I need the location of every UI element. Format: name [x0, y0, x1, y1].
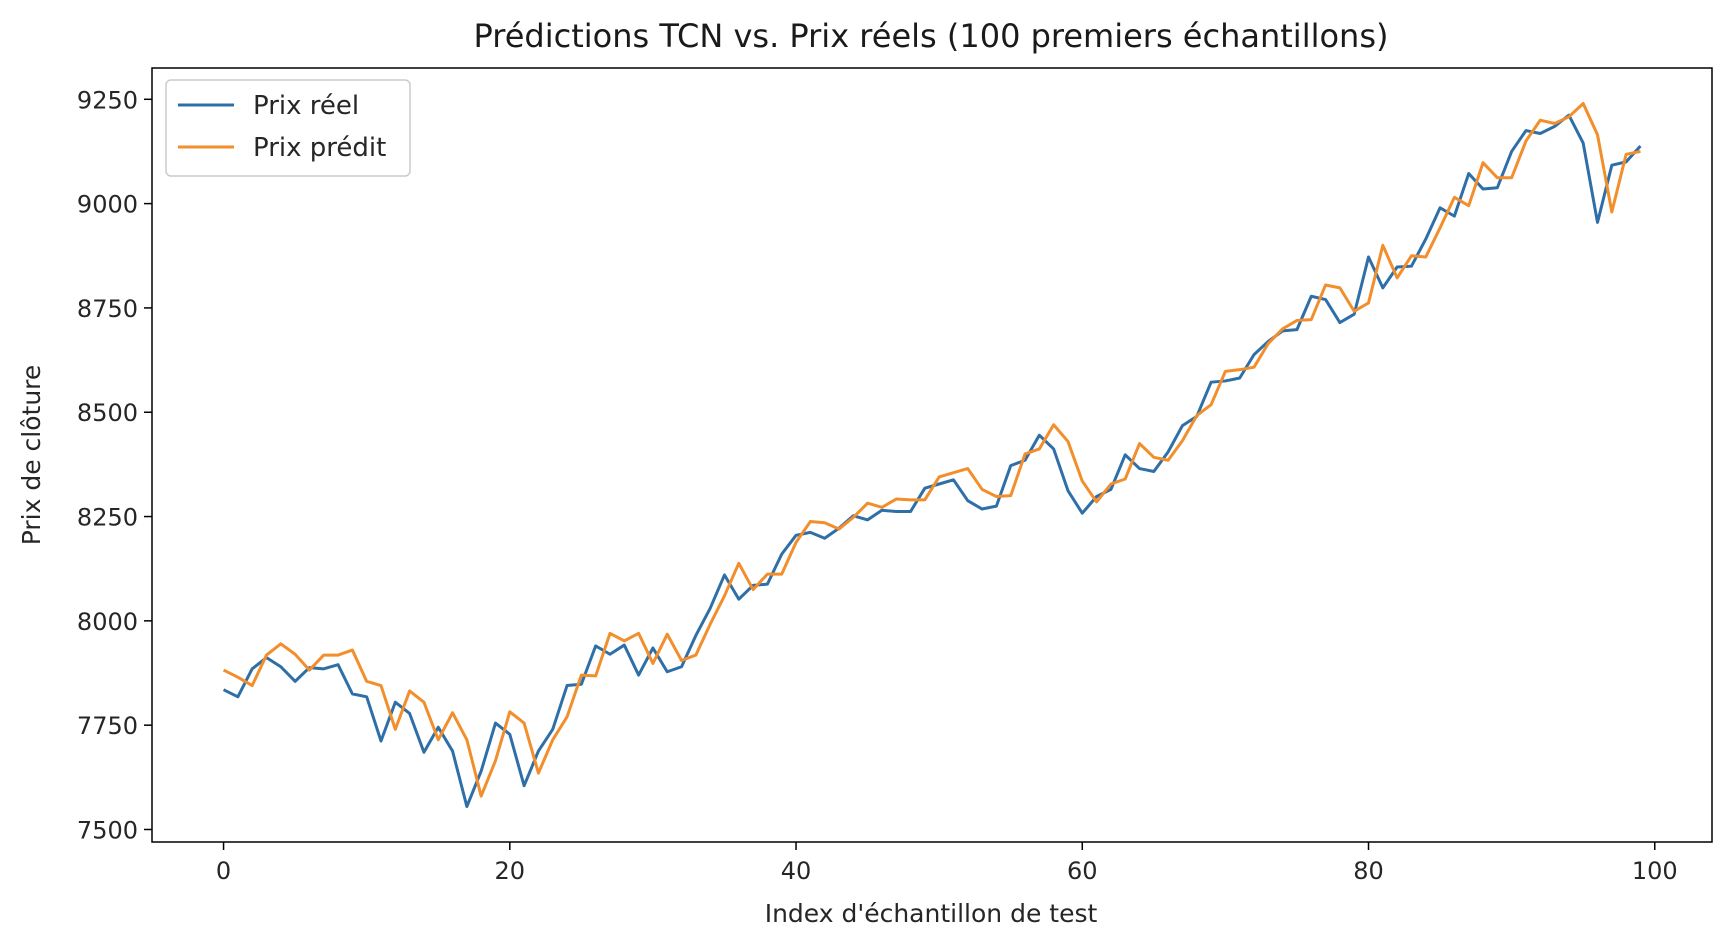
y-tick-label: 9000 — [77, 191, 138, 219]
x-tick-label: 0 — [216, 857, 231, 885]
x-tick-label: 60 — [1067, 857, 1098, 885]
chart-title: Prédictions TCN vs. Prix réels (100 prem… — [474, 17, 1389, 55]
legend: Prix réel Prix prédit — [165, 79, 411, 177]
legend-label-prix-predit: Prix prédit — [253, 133, 386, 163]
y-tick-label: 8750 — [77, 295, 138, 323]
y-tick-label: 8250 — [77, 504, 138, 532]
x-axis-title: Index d'échantillon de test — [765, 899, 1098, 928]
series-line-1 — [222, 101, 1641, 798]
y-tick-label: 7750 — [77, 712, 138, 740]
series-layer — [222, 101, 1642, 809]
legend-label-prix-reel: Prix réel — [253, 91, 359, 121]
x-tick-label: 80 — [1353, 857, 1384, 885]
x-tick-label: 20 — [495, 857, 526, 885]
y-tick-label: 8000 — [77, 608, 138, 636]
y-tick-label: 9250 — [77, 86, 138, 114]
x-tick-label: 100 — [1632, 857, 1678, 885]
x-tick-label: 40 — [781, 857, 812, 885]
plot-frame — [151, 67, 1713, 843]
y-axis: 7500 7750 8000 8250 8500 8750 9000 9250 — [77, 86, 152, 844]
x-axis: 0 20 40 60 80 100 — [216, 842, 1678, 885]
y-tick-label: 8500 — [77, 399, 138, 427]
y-axis-title: Prix de clôture — [17, 365, 46, 546]
y-tick-label: 7500 — [77, 816, 138, 844]
